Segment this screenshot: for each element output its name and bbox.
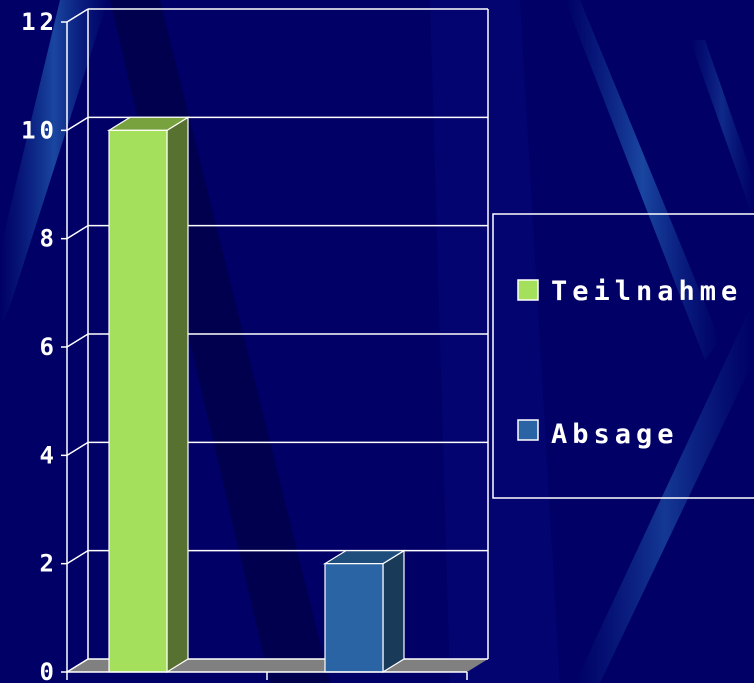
- gridline-depth: [66, 225, 89, 240]
- bar-teilnahme: [108, 129, 168, 673]
- y-tick-label: 12: [21, 8, 58, 36]
- legend-box: [492, 213, 754, 499]
- bar-absage: [324, 563, 384, 673]
- y-tick-label: 10: [21, 116, 58, 144]
- y-tick-label: 0: [40, 658, 58, 683]
- y-tick-label: 8: [40, 225, 58, 253]
- bar-side-absage: [382, 549, 405, 674]
- legend-label-absage: Absage: [551, 419, 679, 450]
- y-tick-label: 6: [40, 333, 58, 361]
- gridline-depth: [66, 116, 89, 131]
- gridline-depth: [66, 8, 89, 23]
- legend-swatch-absage: [517, 419, 539, 441]
- gridline-depth: [66, 441, 89, 456]
- bar-side-teilnahme: [166, 116, 189, 674]
- legend-label-teilnahme: Teilnahme: [551, 276, 742, 307]
- y-tick-label: 2: [40, 550, 58, 578]
- legend: Teilnahme Absage: [492, 213, 754, 499]
- legend-swatch-teilnahme: [517, 279, 539, 301]
- gridline-depth: [66, 550, 89, 565]
- gridline-depth: [66, 333, 89, 348]
- y-tick-label: 4: [40, 441, 58, 469]
- gridline-depth: [66, 658, 89, 673]
